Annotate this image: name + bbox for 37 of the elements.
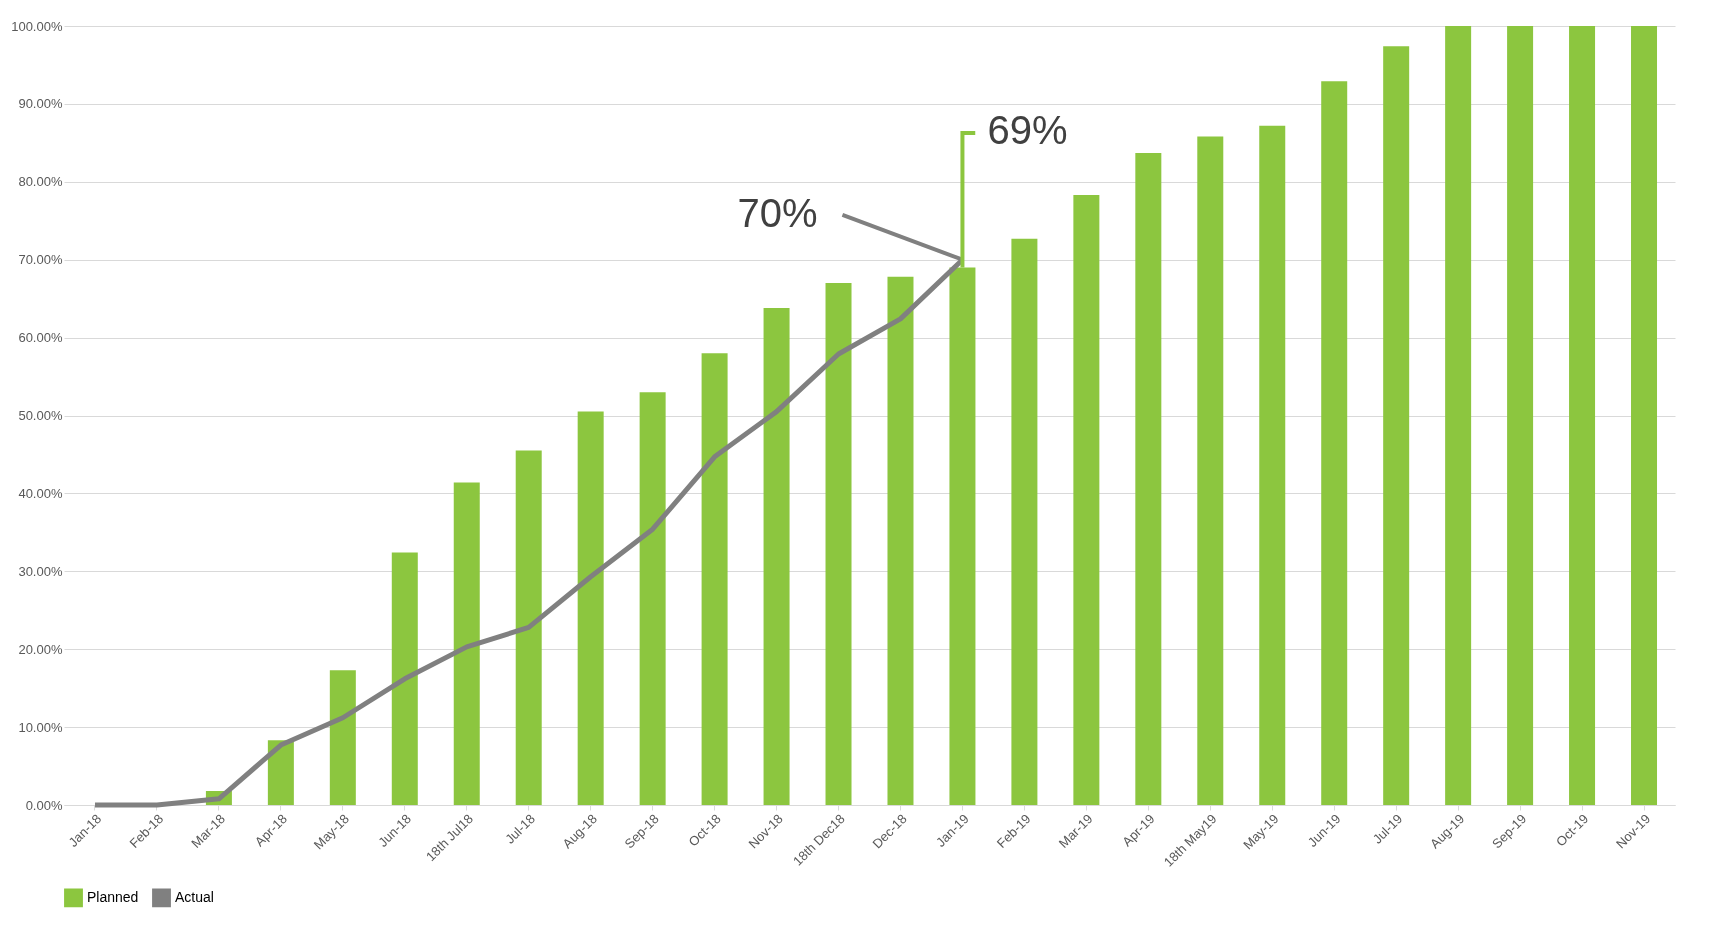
bar [515,450,542,805]
y-tick-label: 20.00% [18,641,63,657]
bar [825,283,852,805]
bar [1631,26,1658,805]
bar [391,552,418,805]
bar [577,411,604,805]
y-tick-label: 40.00% [18,485,63,501]
annotation: 69% [987,108,1068,153]
bar [639,392,666,805]
legend-label: Actual [175,888,214,905]
bar [1507,26,1534,805]
bar [1383,46,1410,805]
bar [1135,152,1162,805]
bar [887,276,914,805]
bar [701,353,728,805]
bar [1011,238,1038,805]
bar [267,740,294,805]
y-tick-label: 10.00% [18,719,63,735]
bar [1073,195,1100,805]
bar [329,670,356,805]
y-tick-label: 60.00% [18,330,63,346]
bar [1321,81,1348,805]
y-tick-label: 80.00% [18,174,63,190]
bar [1445,26,1472,805]
bar [1197,136,1224,805]
y-tick-label: 50.00% [18,408,63,423]
bar [453,482,480,805]
legend-label: Planned [87,888,139,905]
bar [763,308,790,805]
y-tick-label: 90.00% [18,96,63,112]
y-tick-label: 100.00% [11,18,63,34]
bar [1569,26,1596,805]
annotation: 70% [737,190,818,235]
y-tick-label: 30.00% [18,563,63,579]
y-tick-label: 70.00% [18,252,63,268]
bar [1259,125,1286,805]
y-tick-label: 0.00% [25,797,63,813]
